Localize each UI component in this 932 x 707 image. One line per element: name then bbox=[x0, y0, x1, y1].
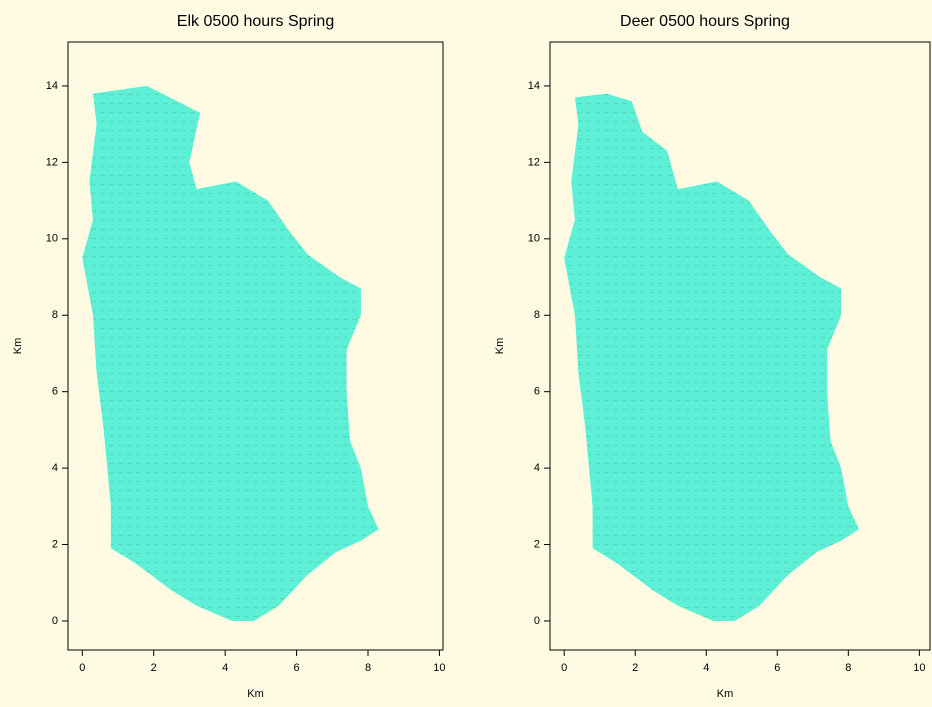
y-tick-label: 6 bbox=[52, 386, 58, 398]
vector-texture bbox=[82, 85, 379, 621]
x-tick-label: 4 bbox=[703, 662, 709, 674]
y-tick-label: 14 bbox=[528, 80, 540, 92]
x-tick-label: 0 bbox=[561, 662, 567, 674]
y-tick-label: 12 bbox=[528, 156, 540, 168]
x-axis-label: Km bbox=[717, 688, 734, 700]
x-tick-label: 2 bbox=[632, 662, 638, 674]
x-tick-label: 10 bbox=[913, 662, 925, 674]
y-tick-label: 4 bbox=[534, 462, 540, 474]
chart-title: Deer 0500 hours Spring bbox=[620, 13, 790, 30]
y-tick-label: 6 bbox=[534, 386, 540, 398]
y-tick-label: 4 bbox=[52, 462, 58, 474]
x-tick-label: 6 bbox=[294, 662, 300, 674]
y-tick-label: 14 bbox=[46, 80, 58, 92]
plot-frame bbox=[549, 41, 931, 651]
plot-frame bbox=[67, 41, 444, 651]
x-axis-label: Km bbox=[247, 688, 264, 700]
x-tick-label: 2 bbox=[151, 662, 157, 674]
y-tick-label: 8 bbox=[52, 309, 58, 321]
x-tick-label: 8 bbox=[845, 662, 851, 674]
y-axis-label: Km bbox=[12, 338, 24, 355]
x-tick-label: 6 bbox=[774, 662, 780, 674]
x-tick-label: 8 bbox=[365, 662, 371, 674]
x-tick-label: 0 bbox=[79, 662, 85, 674]
y-tick-label: 10 bbox=[46, 233, 58, 245]
chart-title: Elk 0500 hours Spring bbox=[177, 13, 334, 30]
y-tick-label: 8 bbox=[534, 309, 540, 321]
x-tick-label: 10 bbox=[433, 662, 445, 674]
y-tick-label: 0 bbox=[534, 615, 540, 627]
x-tick-label: 4 bbox=[222, 662, 228, 674]
y-tick-label: 12 bbox=[46, 156, 58, 168]
y-tick-label: 0 bbox=[52, 615, 58, 627]
y-tick-label: 2 bbox=[52, 538, 58, 550]
y-axis-label: Km bbox=[494, 338, 506, 355]
y-tick-label: 10 bbox=[528, 233, 540, 245]
vector-texture bbox=[564, 93, 859, 622]
y-tick-label: 2 bbox=[534, 538, 540, 550]
